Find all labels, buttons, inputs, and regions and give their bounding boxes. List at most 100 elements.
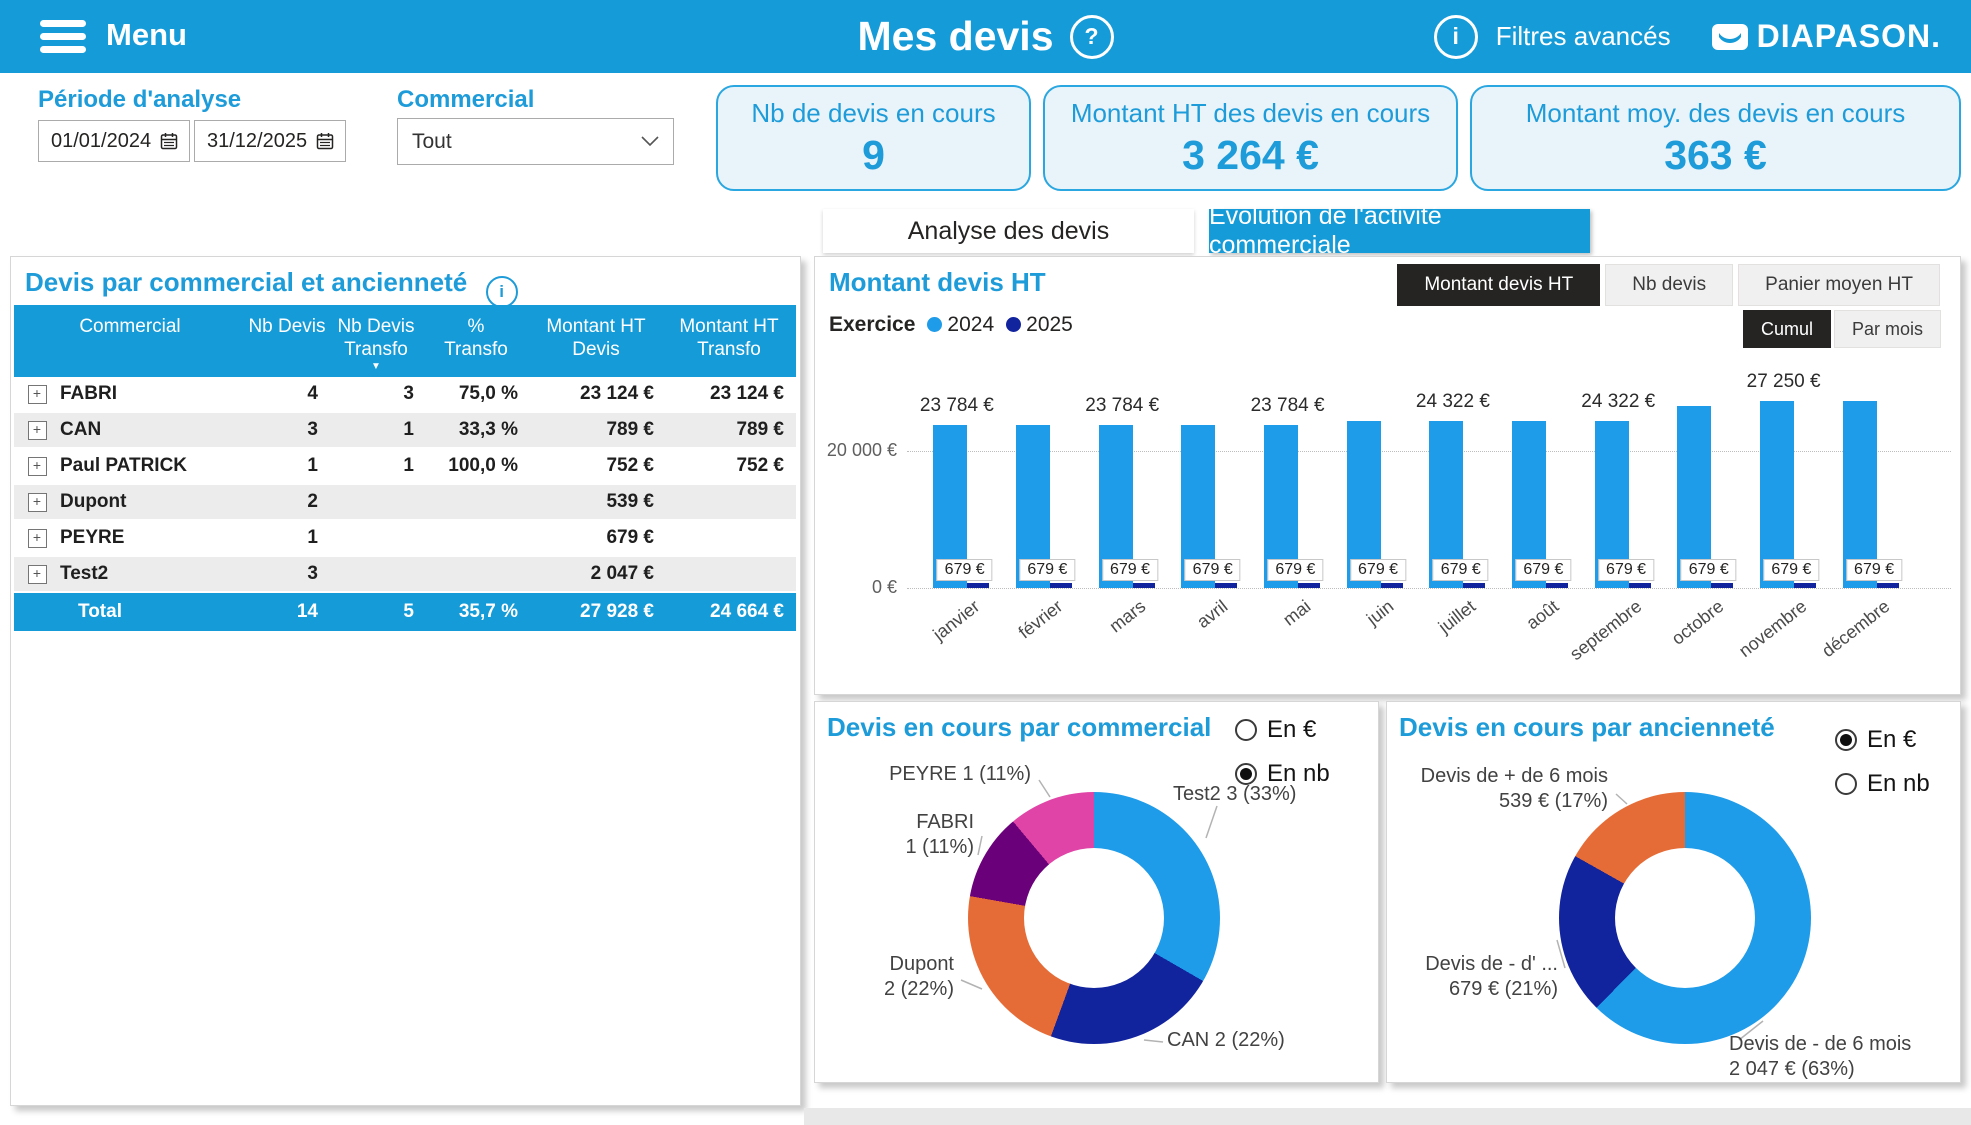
info-icon[interactable]: i [1434, 15, 1478, 59]
kpi-card-montant-moyen: Montant moy. des devis en cours 363 € [1470, 85, 1961, 191]
metric-button-nb-devis[interactable]: Nb devis [1605, 264, 1733, 306]
cell-nb_transfo: 1 [328, 455, 424, 477]
table-row[interactable]: +FABRI4375,0 %23 124 €23 124 € [14, 377, 796, 413]
table-row[interactable]: +Dupont2539 € [14, 485, 796, 521]
cell-montant_devis: 2 047 € [528, 563, 664, 585]
bar-2025[interactable] [1711, 583, 1733, 588]
donut-anciennete-chart[interactable] [1559, 792, 1811, 1044]
slice-label-can: CAN 2 (22%) [1167, 1028, 1285, 1053]
column-header-nb-devis[interactable]: Nb Devis [246, 305, 328, 377]
bar-2025[interactable] [1215, 583, 1237, 588]
calendar-icon[interactable] [159, 131, 179, 151]
bar-2025[interactable] [1794, 583, 1816, 588]
cell-montant_transfo: 789 € [664, 419, 794, 441]
cell-montant_devis: 679 € [528, 527, 664, 549]
table-panel-title: Devis par commercial et ancienneté [25, 267, 467, 297]
radio-en[interactable]: En € [1835, 726, 1930, 754]
bar-plot: 23 784 €679 €janvier679 €février23 784 €… [920, 397, 1912, 588]
expand-icon[interactable]: + [14, 421, 60, 440]
column-header-nb-devis-transfo[interactable]: Nb DevisTransfo▼ [328, 305, 424, 377]
metric-button-montant-devis-ht[interactable]: Montant devis HT [1397, 264, 1600, 306]
bar-2025-value-label: 679 € [1185, 559, 1241, 581]
bar-2025[interactable] [967, 583, 989, 588]
calendar-icon[interactable] [315, 131, 335, 151]
total-nb_transfo: 5 [328, 601, 424, 623]
kpi-label: Nb de devis en cours [718, 98, 1029, 129]
mode-button-par-mois[interactable]: Par mois [1834, 310, 1941, 348]
column-header-montant-ht-devis[interactable]: Montant HTDevis [528, 305, 664, 377]
column-header-commercial[interactable]: Commercial [14, 305, 246, 377]
slice-label-devis-de-de-6-mois: Devis de - de 6 mois 2 047 € (63%) [1729, 1032, 1911, 1082]
kpi-label: Montant moy. des devis en cours [1472, 98, 1959, 129]
expand-icon[interactable]: + [14, 457, 60, 476]
radio-en[interactable]: En € [1235, 716, 1330, 744]
cell-nb_devis: 2 [246, 491, 328, 513]
bar-value-label: 24 322 € [1581, 391, 1655, 413]
date-to-input[interactable]: 31/12/2025 [194, 120, 346, 162]
mode-buttons: CumulPar mois [1743, 310, 1941, 348]
table-row[interactable]: +Paul PATRICK11100,0 %752 €752 € [14, 449, 796, 485]
bar-column-novembre: 27 250 €679 €novembre [1747, 397, 1830, 588]
panel-devis-par-anciennete-donut: Devis en cours par ancienneté En €En nb … [1386, 701, 1961, 1083]
kpi-card-nb-devis: Nb de devis en cours 9 [716, 85, 1031, 191]
total-nb_devis: 14 [246, 601, 328, 623]
row-name: PEYRE [60, 527, 246, 549]
bar-2025[interactable] [1877, 583, 1899, 588]
bar-value-label: 23 784 € [1085, 395, 1159, 417]
x-axis-label: février [1015, 596, 1067, 643]
bar-column-octobre: 679 €octobre [1664, 397, 1747, 588]
help-icon[interactable]: ? [1070, 15, 1114, 59]
bar-2025[interactable] [1133, 583, 1155, 588]
radio-en-nb[interactable]: En nb [1835, 770, 1930, 798]
column-header-transfo[interactable]: %Transfo [424, 305, 528, 377]
commercial-label: Commercial [397, 86, 534, 114]
x-axis-label: novembre [1735, 596, 1811, 662]
expand-icon[interactable]: + [14, 565, 60, 584]
bar-2025[interactable] [1298, 583, 1320, 588]
slice-label-devis-de-de-6-mois: Devis de + de 6 mois 539 € (17%) [1421, 764, 1608, 814]
tab-analyse-des-devis[interactable]: Analyse des devis [823, 209, 1194, 253]
table-row[interactable]: +CAN3133,3 %789 €789 € [14, 413, 796, 449]
commercial-dropdown[interactable]: Tout [397, 118, 674, 165]
mode-button-cumul[interactable]: Cumul [1743, 310, 1831, 348]
bar-2025[interactable] [1381, 583, 1403, 588]
hamburger-menu-icon[interactable] [40, 20, 86, 53]
tab-evolution-activite[interactable]: Evolution de l'activité commerciale [1209, 209, 1590, 253]
column-header-montant-ht-transfo[interactable]: Montant HTTransfo [664, 305, 794, 377]
bar-2025[interactable] [1463, 583, 1485, 588]
bar-2025[interactable] [1050, 583, 1072, 588]
y-axis-tick: 20 000 € [823, 440, 897, 461]
x-axis-label: septembre [1566, 596, 1646, 665]
legend-item-2024[interactable]: 2024 [927, 313, 994, 337]
legend-dot-2025 [1006, 317, 1021, 332]
info-icon[interactable]: i [486, 276, 518, 308]
bar-2025-value-label: 679 € [1102, 559, 1158, 581]
gridline-zero [907, 588, 1951, 589]
cell-pct_transfo: 33,3 % [424, 419, 528, 441]
table-row[interactable]: +PEYRE1679 € [14, 521, 796, 557]
row-name: FABRI [60, 383, 246, 405]
expand-icon[interactable]: + [14, 493, 60, 512]
bar-2025[interactable] [1546, 583, 1568, 588]
x-axis-label: octobre [1668, 596, 1728, 650]
bar-2025[interactable] [1629, 583, 1651, 588]
table-row[interactable]: +Test232 047 € [14, 557, 796, 593]
legend-title: Exercice [829, 313, 915, 337]
expand-icon[interactable]: + [14, 529, 60, 548]
expand-icon[interactable]: + [14, 385, 60, 404]
table-body: +FABRI4375,0 %23 124 €23 124 €+CAN3133,3… [14, 377, 796, 593]
cell-nb_transfo: 3 [328, 383, 424, 405]
bar-2025-value-label: 679 € [1763, 559, 1819, 581]
sort-desc-icon: ▼ [328, 361, 424, 373]
date-from-input[interactable]: 01/01/2024 [38, 120, 190, 162]
donut-commercial-chart[interactable] [968, 792, 1220, 1044]
x-axis-label: mai [1279, 596, 1315, 630]
metric-button-panier-moyen-ht[interactable]: Panier moyen HT [1738, 264, 1940, 306]
header-bar: Menu Mes devis ? i Filtres avancés DIAPA… [0, 0, 1971, 73]
kpi-value: 363 € [1472, 132, 1959, 179]
bar-2025-value-label: 679 € [1515, 559, 1571, 581]
legend-item-2025[interactable]: 2025 [1006, 313, 1073, 337]
advanced-filters-button[interactable]: Filtres avancés [1496, 21, 1671, 52]
bar-column-juillet: 24 322 €679 €juillet [1416, 397, 1499, 588]
menu-button[interactable]: Menu [106, 17, 187, 53]
